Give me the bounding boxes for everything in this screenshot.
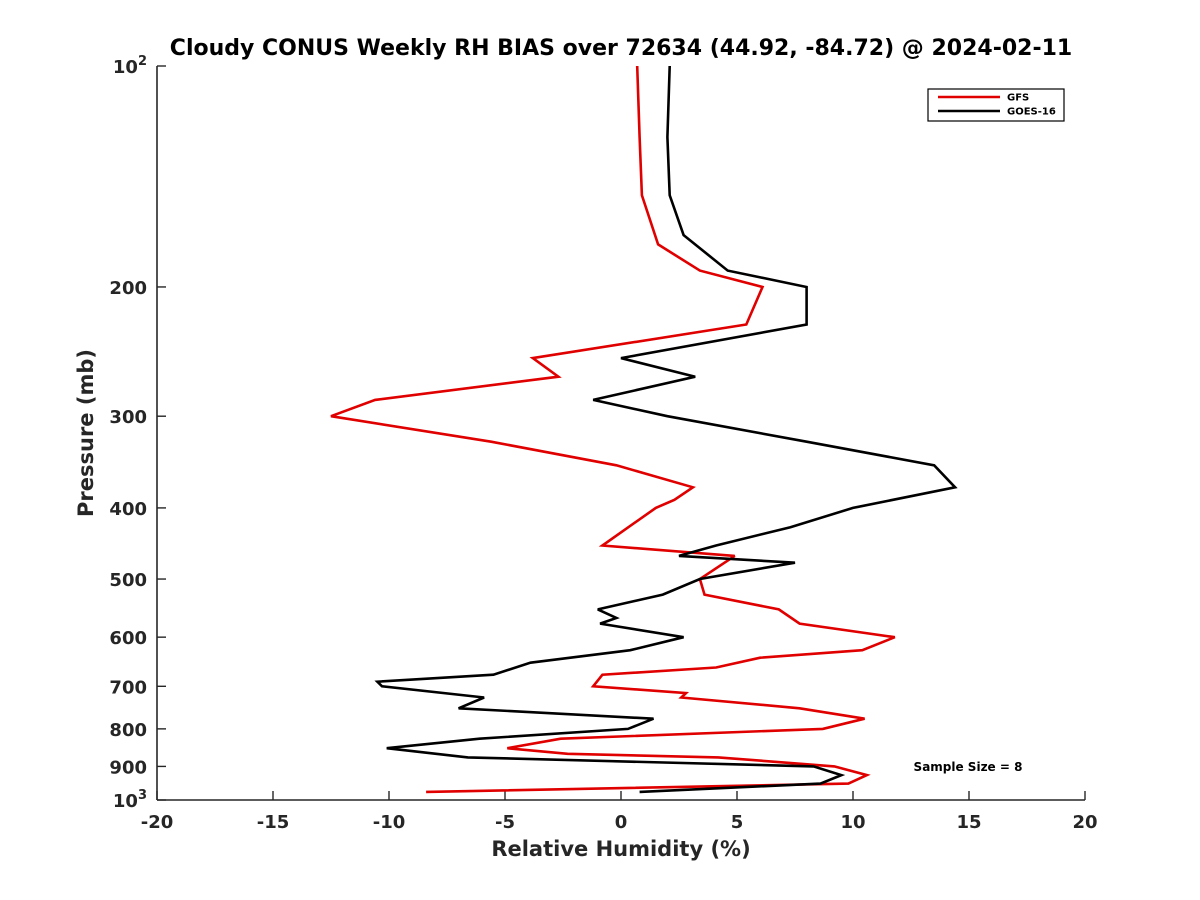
x-tick-label: -20 — [141, 812, 174, 833]
y-axis-label: Pressure (mb) — [74, 349, 98, 517]
y-tick-label: 200 — [109, 278, 147, 299]
x-axis-label: Relative Humidity (%) — [491, 837, 750, 861]
y-tick-label: 103 — [113, 788, 147, 812]
legend-label-goes16: GOES-16 — [1007, 107, 1056, 118]
legend-box — [927, 88, 1065, 122]
series-layer — [330, 65, 958, 794]
x-axis-ticks: -20 -15 -10 -5 0 5 10 15 20 — [141, 791, 1098, 833]
y-tick-label: 800 — [109, 720, 147, 741]
x-tick-label: 20 — [1072, 812, 1097, 833]
x-tick-label: 0 — [615, 812, 628, 833]
y-axis-ticks: 102 200 300 400 500 600 700 800 900 103 — [109, 54, 166, 812]
x-tick-label: 5 — [731, 812, 744, 833]
y-tick-label: 300 — [109, 407, 147, 428]
y-tick-label: 102 — [113, 54, 147, 78]
y-tick-label: 600 — [109, 628, 147, 649]
legend: GFS GOES-16 — [927, 88, 1065, 122]
y-tick-label: 900 — [109, 757, 147, 778]
chart-title: Cloudy CONUS Weekly RH BIAS over 72634 (… — [170, 36, 1072, 61]
x-tick-label: 10 — [840, 812, 865, 833]
y-tick-label: 700 — [109, 677, 147, 698]
legend-label-gfs: GFS — [1007, 93, 1029, 104]
x-tick-label: -15 — [257, 812, 290, 833]
series-line-gfs — [330, 65, 896, 794]
x-tick-label: 15 — [956, 812, 981, 833]
x-tick-label: -10 — [373, 812, 406, 833]
x-tick-label: -5 — [495, 812, 515, 833]
series-line-goes16 — [374, 65, 958, 794]
plot-area — [156, 66, 1085, 801]
y-tick-label: 400 — [109, 499, 147, 520]
sample-size-annotation: Sample Size = 8 — [914, 760, 1023, 774]
y-tick-label: 500 — [109, 570, 147, 591]
